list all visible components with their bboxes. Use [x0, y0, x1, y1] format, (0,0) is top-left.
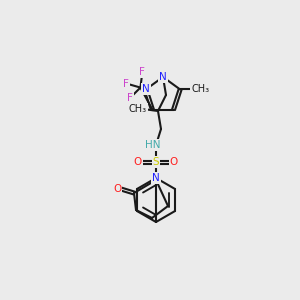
- Text: O: O: [134, 157, 142, 167]
- Text: CH₃: CH₃: [129, 104, 147, 114]
- Text: N: N: [152, 173, 160, 183]
- Text: N: N: [159, 72, 167, 82]
- Text: F: F: [140, 67, 146, 76]
- Text: O: O: [170, 157, 178, 167]
- Text: HN: HN: [145, 140, 161, 150]
- Text: O: O: [113, 184, 121, 194]
- Text: F: F: [124, 79, 129, 88]
- Text: N: N: [142, 84, 150, 94]
- Text: S: S: [153, 157, 159, 167]
- Text: F: F: [128, 93, 134, 103]
- Text: CH₃: CH₃: [191, 84, 209, 94]
